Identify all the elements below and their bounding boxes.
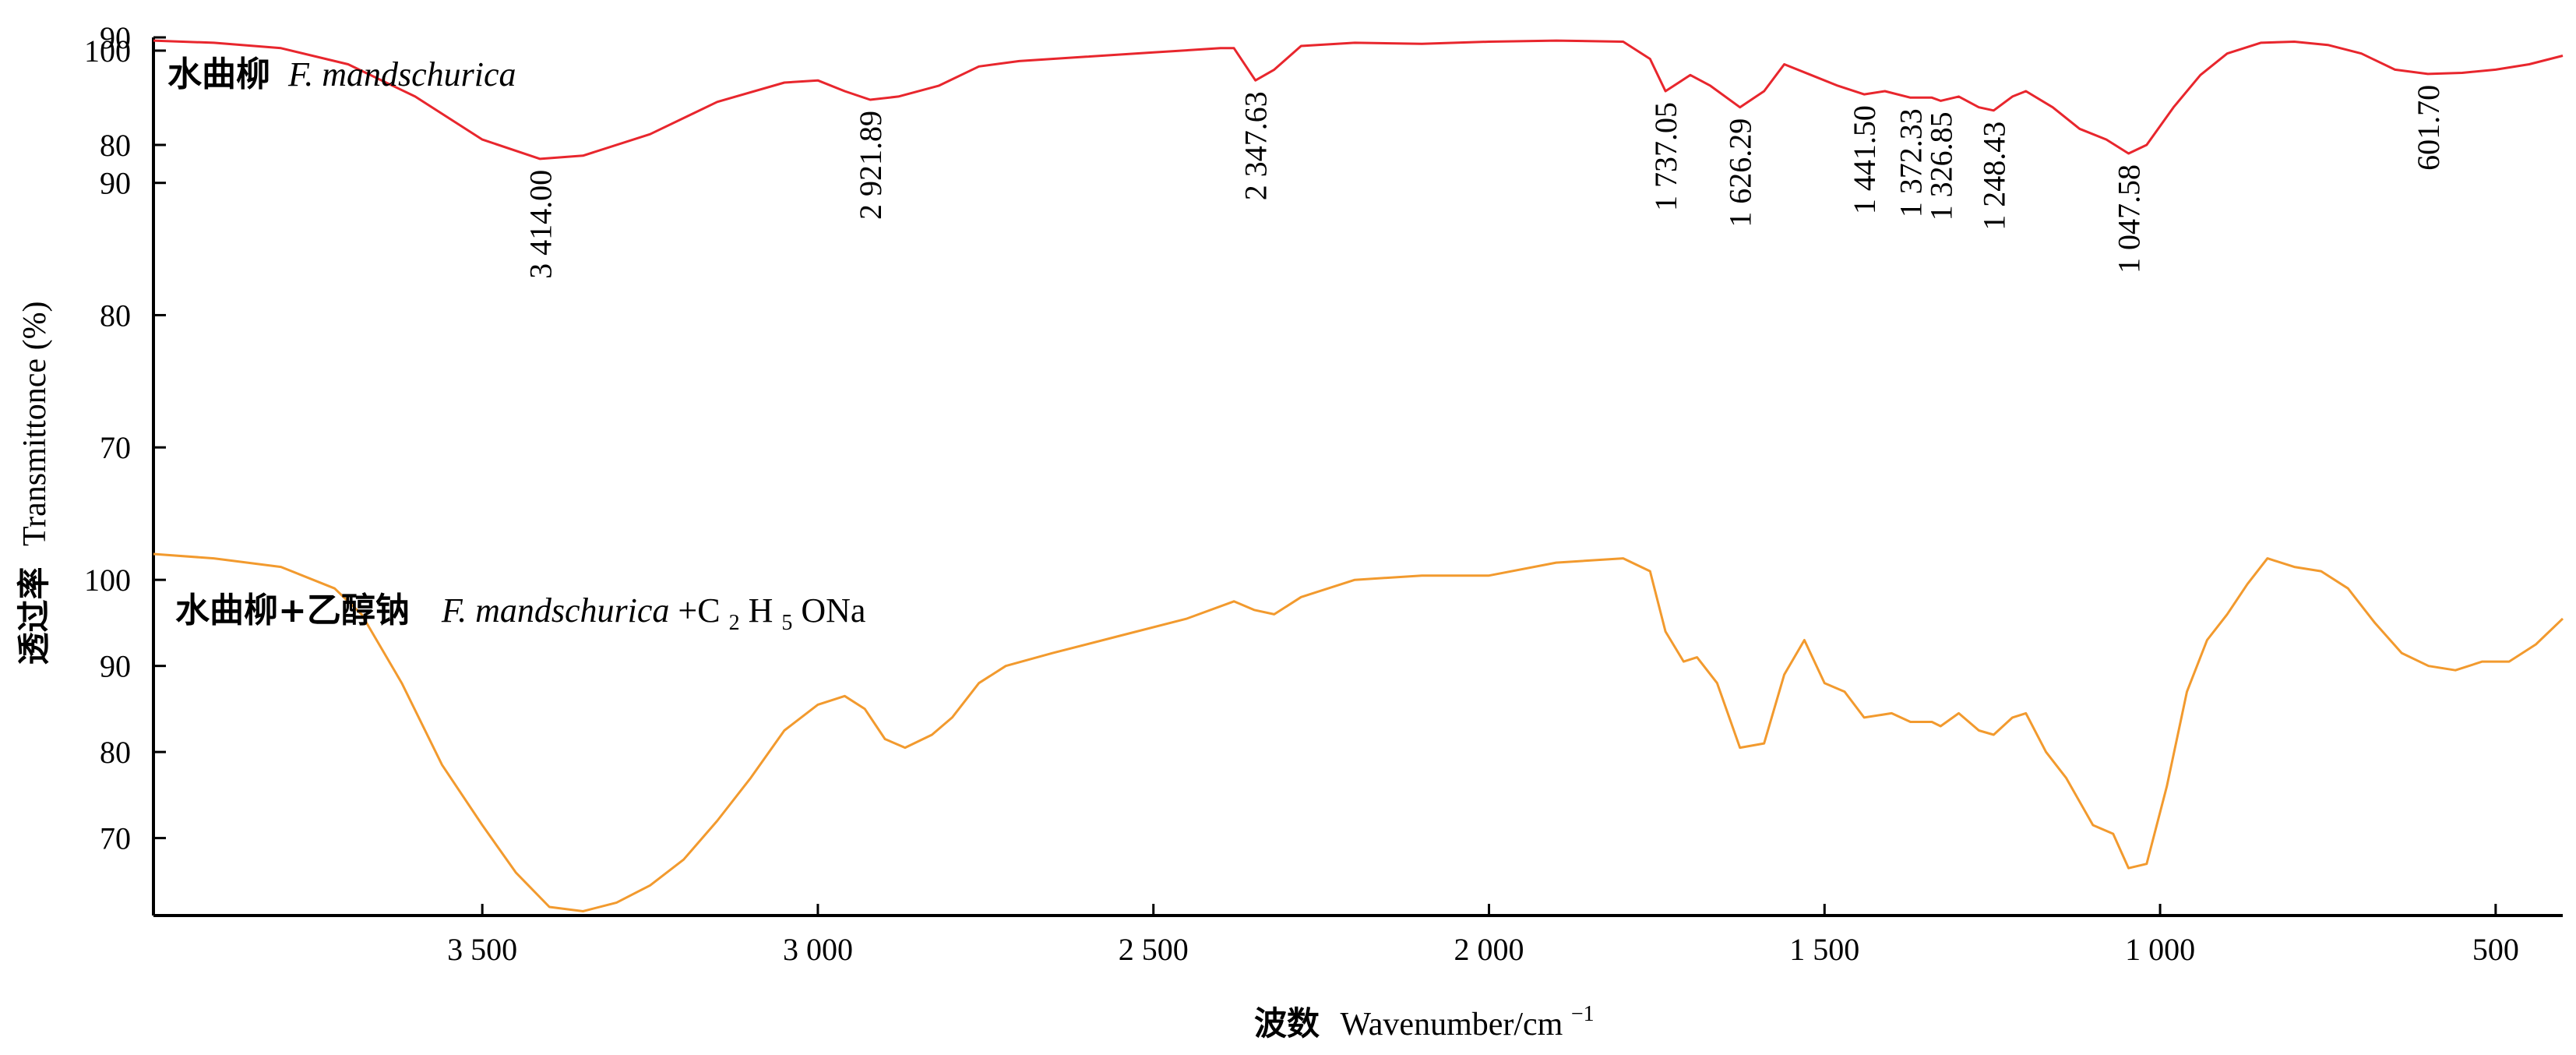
peak-label-2: 2 347.63 <box>1239 91 1274 200</box>
peak-label-8: 1 248.43 <box>1976 122 2011 231</box>
y-tick-label-bottom-0: 100 <box>84 563 131 598</box>
series-label-bottom: 水曲柳+乙醇钠 F. mandschurica +C 2 H 5 ONa <box>175 591 865 637</box>
x-tick-label-6: 500 <box>2472 932 2519 967</box>
x-tick-label-5: 1 000 <box>2125 932 2195 967</box>
peak-label-3: 1 737.05 <box>1648 102 1683 211</box>
peak-label-6: 1 372.33 <box>1894 108 1929 217</box>
series-line-top <box>153 39 2564 161</box>
series-bottom-group <box>153 552 2564 912</box>
x-tick-label-1: 3 000 <box>783 932 853 967</box>
y-tick-label-top-3: 70 <box>100 430 131 465</box>
y-tick-label-top-0: 100 <box>84 34 131 69</box>
y-tick-label-bottom-3: 70 <box>100 821 131 856</box>
y-upper-tick-label-1: 80 <box>100 128 131 163</box>
y-tick-label-top-1: 90 <box>100 166 131 201</box>
x-axis-title: 波数 Wavenumber/cm −1 <box>1254 1002 1595 1043</box>
peak-label-0: 3 414.00 <box>523 170 558 279</box>
x-tick-label-0: 3 500 <box>447 932 517 967</box>
x-tick-label-4: 1 500 <box>1789 932 1859 967</box>
peak-label-7: 1 326.85 <box>1923 111 1958 221</box>
peak-label-10: 601.70 <box>2411 85 2446 171</box>
x-tick-label-2: 2 500 <box>1119 932 1189 967</box>
series-label-top: 水曲柳 F. mandschurica <box>167 55 516 94</box>
y-upper-tick-label-0: 90 <box>100 20 131 55</box>
y-tick-label-top-2: 80 <box>100 298 131 333</box>
peak-label-1: 2 921.89 <box>853 111 888 220</box>
peak-labels: 3 414.00 2 921.89 2 347.63 1 737.05 1 626.29… <box>523 85 2446 279</box>
series-line-bottom <box>153 552 2564 912</box>
x-tick-label-3: 2 000 <box>1454 932 1524 967</box>
series-top-group <box>153 39 2564 161</box>
peak-label-5: 1 441.50 <box>1847 105 1882 214</box>
y-axis-title: 透过率 Transmittonce (%) <box>15 301 53 665</box>
y-tick-label-bottom-2: 80 <box>100 735 131 770</box>
y-tick-label-bottom-1: 90 <box>100 649 131 684</box>
peak-label-4: 1 626.29 <box>1723 118 1758 228</box>
x-axis-ticks: 3 500 3 000 2 500 2 000 1 500 1 000 500 <box>447 904 2519 967</box>
peak-label-9: 1 047.58 <box>2112 164 2147 273</box>
